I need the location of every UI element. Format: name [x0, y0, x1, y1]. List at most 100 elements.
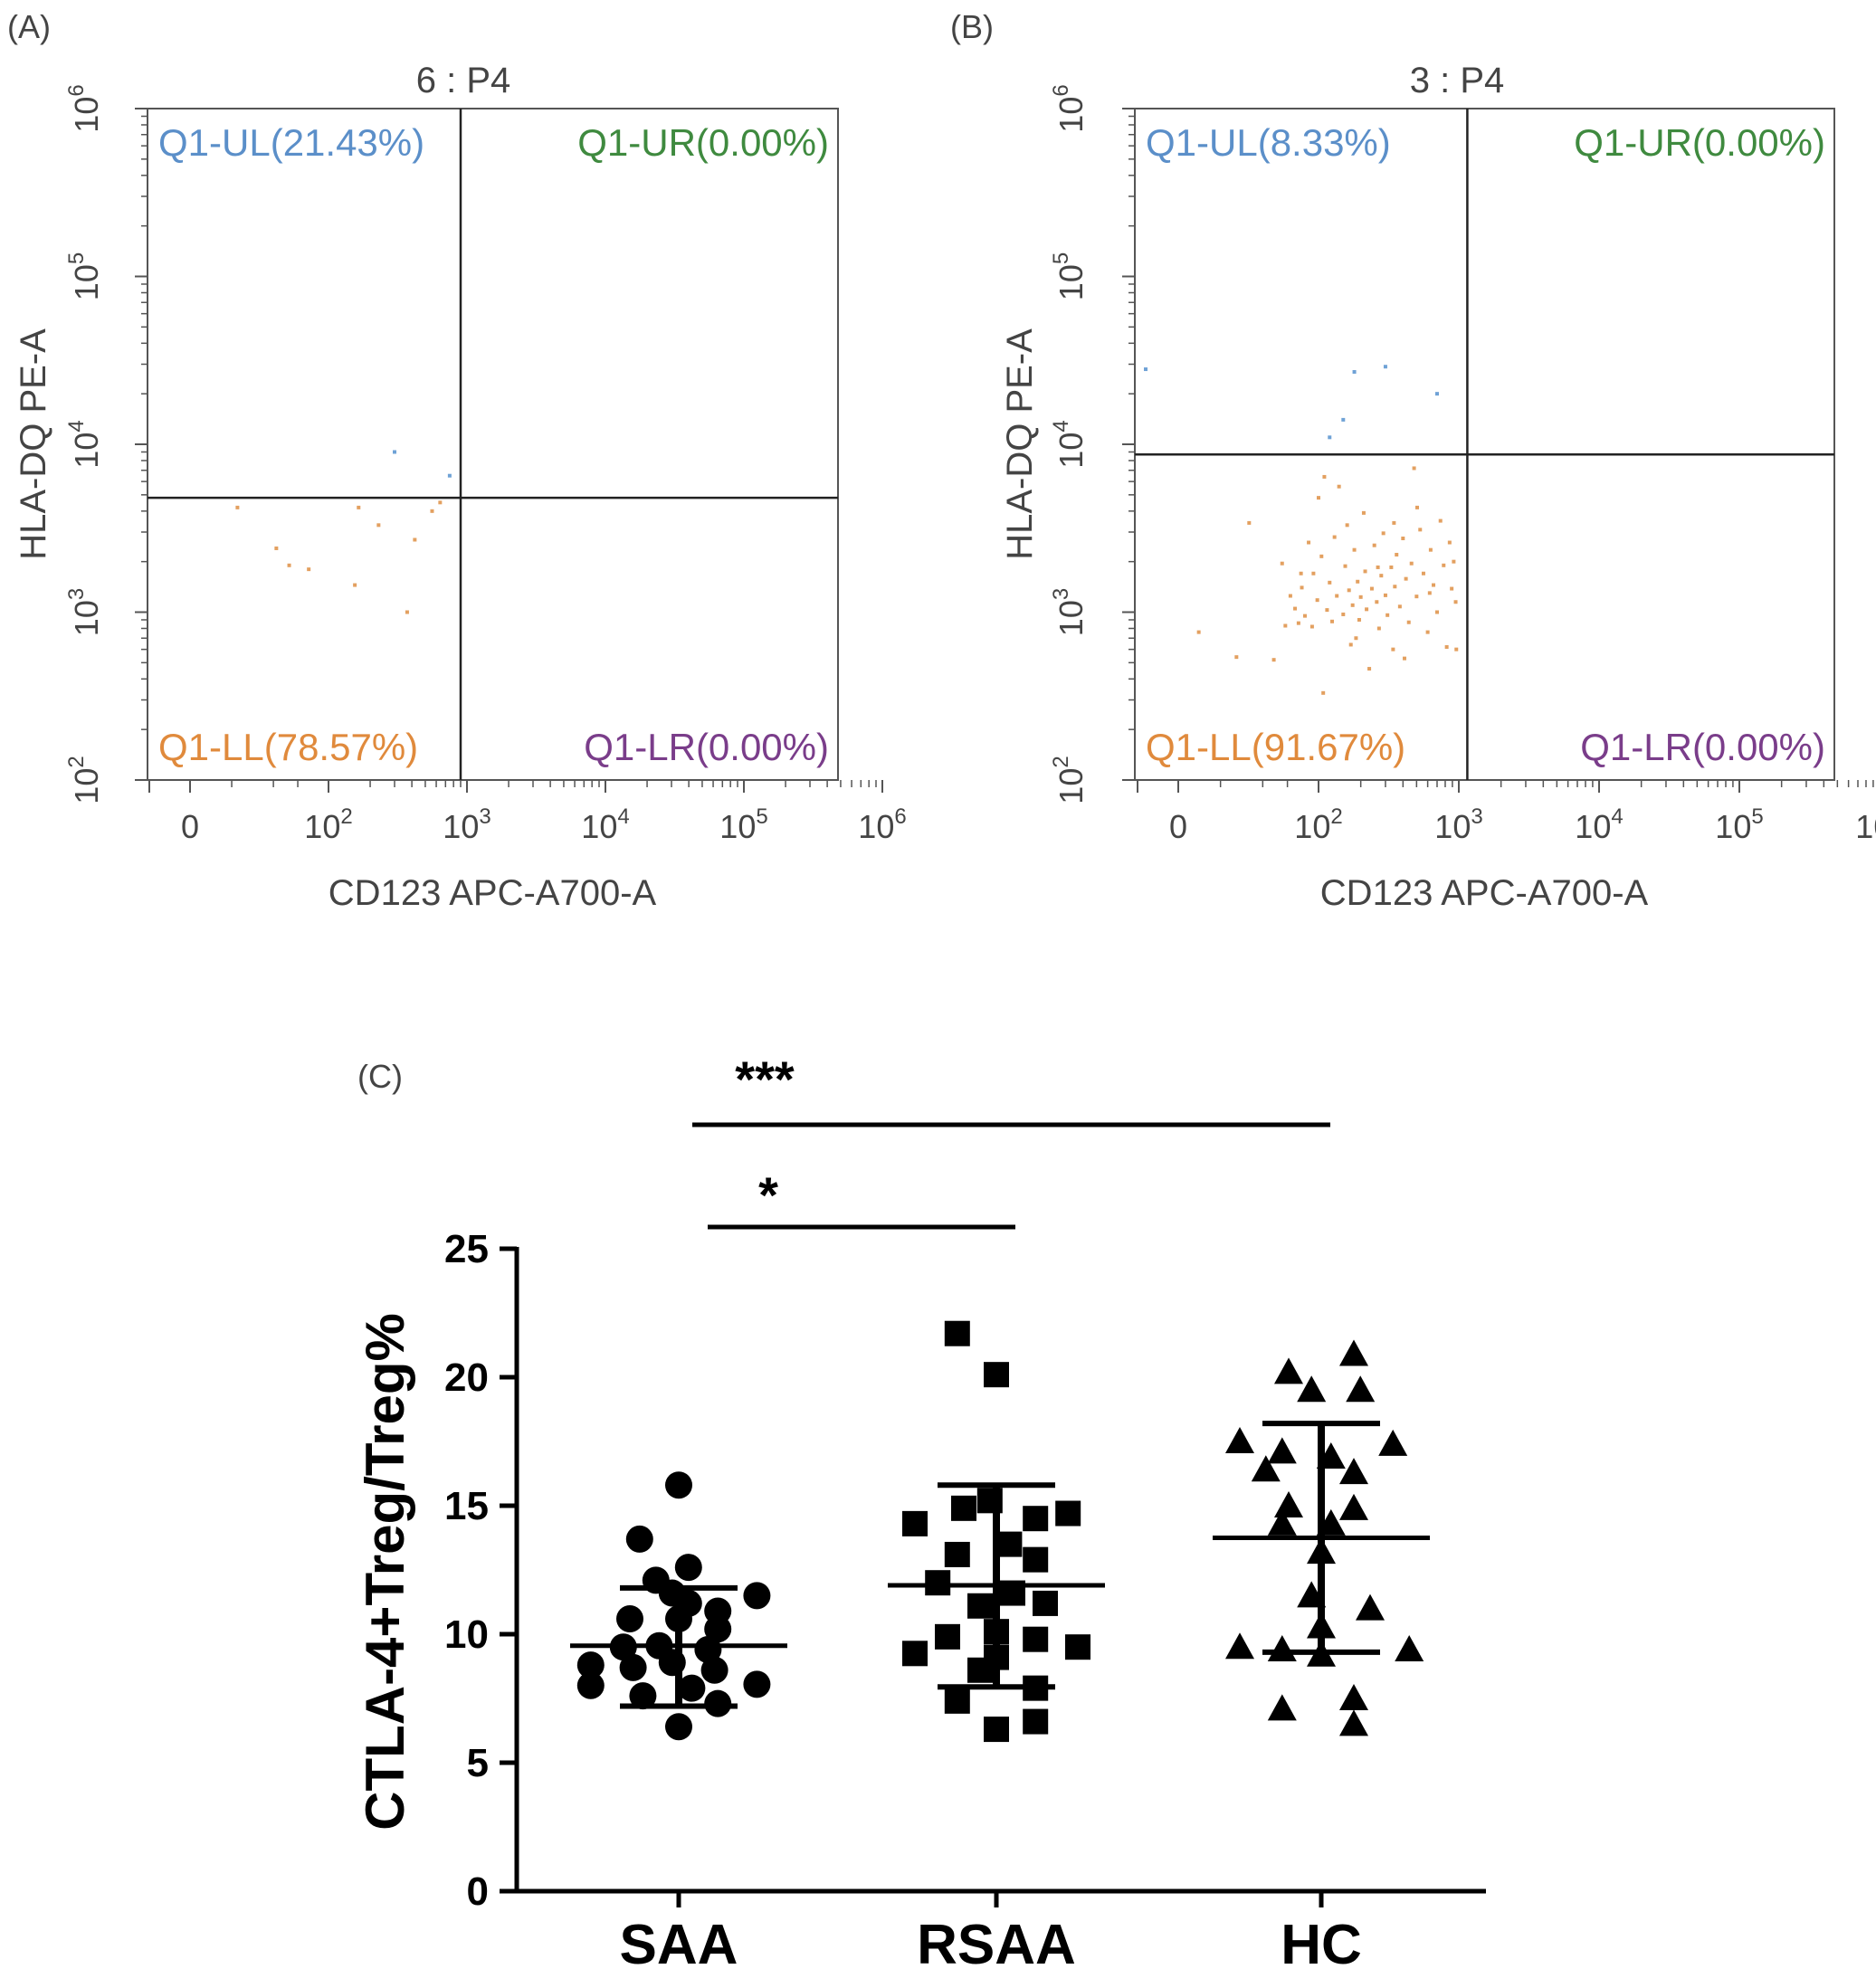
- panel-b-quadrant-gates[interactable]: [1135, 109, 1834, 780]
- x-category-label: SAA: [620, 1914, 738, 1969]
- data-point-triangle: [1267, 1694, 1297, 1721]
- event-dot: [1317, 496, 1320, 500]
- event-dot: [1412, 466, 1416, 471]
- y-tick-label: 106: [64, 84, 105, 132]
- data-point-square: [984, 1717, 1009, 1743]
- data-point-triangle: [1274, 1491, 1303, 1517]
- x-category-label: HC: [1281, 1914, 1362, 1969]
- panel-b-y-axis-title: HLA-DQ PE-A: [1000, 328, 1040, 560]
- event-dot: [1434, 392, 1439, 396]
- event-dot: [1357, 617, 1361, 622]
- x-tick-label: 102: [1294, 804, 1342, 845]
- event-dot: [1321, 690, 1326, 695]
- event-dot: [1389, 565, 1394, 569]
- event-dot: [1428, 547, 1433, 552]
- data-point-circle: [576, 1651, 605, 1679]
- data-point-circle: [674, 1554, 702, 1582]
- quadrant-label: Q1-LR(0.00%): [584, 726, 829, 768]
- panel-a-label: (A): [7, 8, 51, 45]
- event-dot: [1288, 594, 1292, 598]
- panel-b-y-axis: 102 103 104 105 106: [1049, 84, 1135, 804]
- panel-b-plot-frame: [1134, 108, 1835, 781]
- data-point-triangle: [1339, 1458, 1368, 1485]
- data-point-circle: [743, 1670, 771, 1698]
- panel-a-y-axis: 102 103 104 105 106: [64, 84, 148, 804]
- quadrant-label: Q1-LL(91.67%): [1146, 726, 1405, 768]
- y-tick-label: 104: [64, 420, 105, 468]
- panel-a-plot-frame: [147, 108, 839, 781]
- panel-a-x-axis-title: CD123 APC-A700-A: [329, 873, 657, 913]
- event-dot: [1418, 528, 1423, 532]
- event-dot: [1372, 543, 1376, 547]
- event-dot: [1352, 547, 1357, 552]
- data-point-square: [944, 1320, 970, 1346]
- event-dot: [1395, 552, 1399, 556]
- x-tick-label: 104: [1575, 804, 1623, 845]
- data-point-triangle: [1339, 1493, 1368, 1520]
- panel-a-title: 6 : P4: [416, 61, 511, 100]
- y-tick-label: 103: [64, 588, 105, 636]
- significance-label: *: [758, 1166, 778, 1223]
- event-dot: [1415, 505, 1420, 509]
- data-point-triangle: [1339, 1684, 1368, 1710]
- panel-a-flow-plot: (A) 6 : P4 102 103 104 105 106 0 102 103 104 105…: [7, 8, 907, 913]
- panel-c-y-axis-title: CTLA-4+Treg/Treg%: [355, 1313, 415, 1831]
- event-dot: [1345, 523, 1349, 528]
- panel-b-label: (B): [950, 8, 994, 45]
- y-tick-label: 102: [64, 756, 105, 804]
- panel-b-events: [1144, 365, 1459, 695]
- x-tick-label: 0: [181, 808, 199, 845]
- data-point-square: [1023, 1708, 1049, 1735]
- data-point-square: [925, 1570, 951, 1596]
- event-dot: [1361, 510, 1366, 515]
- event-dot: [1450, 586, 1454, 591]
- event-dot: [1293, 606, 1298, 611]
- panel-b-flow-plot: (B) 3 : P4 102 103 104 105 106 0 102 103 104 105…: [950, 8, 1876, 913]
- event-dot: [1454, 647, 1459, 652]
- x-tick-label: 0: [1169, 808, 1187, 845]
- data-point-triangle: [1378, 1429, 1408, 1456]
- x-tick-label: 102: [304, 804, 352, 845]
- data-point-triangle: [1267, 1508, 1297, 1536]
- panel-b-title: 3 : P4: [1410, 61, 1505, 100]
- event-dot: [1381, 531, 1386, 536]
- event-dot: [392, 450, 396, 454]
- event-dot: [1144, 367, 1148, 372]
- data-point-triangle: [1339, 1339, 1368, 1366]
- event-dot: [1365, 607, 1369, 612]
- data-point-circle: [616, 1604, 643, 1632]
- event-dot: [1379, 574, 1384, 578]
- event-dot: [287, 563, 291, 567]
- event-dot: [1337, 484, 1341, 489]
- panel-a-quadrant-gates[interactable]: [148, 109, 838, 780]
- event-dot: [1421, 571, 1425, 575]
- data-point-square: [951, 1495, 976, 1521]
- event-dot: [1341, 612, 1346, 616]
- data-point-square: [1023, 1506, 1049, 1532]
- event-dot: [1452, 559, 1456, 564]
- event-dot: [307, 567, 311, 572]
- data-point-triangle: [1225, 1632, 1254, 1660]
- panel-c-label: (C): [357, 1058, 403, 1095]
- data-point-triangle: [1346, 1375, 1376, 1403]
- event-dot: [1356, 579, 1360, 584]
- data-point-square: [1065, 1634, 1090, 1660]
- data-point-triangle: [1274, 1357, 1303, 1384]
- event-dot: [1444, 645, 1449, 650]
- data-point-triangle: [1267, 1635, 1297, 1662]
- event-dot: [1307, 540, 1311, 545]
- panel-b-quadrant-labels: Q1-UL(8.33%) Q1-UR(0.00%) Q1-LL(91.67%) Q1-…: [1146, 121, 1825, 768]
- event-dot: [1296, 621, 1300, 625]
- event-dot: [1363, 569, 1367, 574]
- data-point-triangle: [1251, 1455, 1281, 1482]
- panel-c-y-axis: 0 5 10 15 20 25: [444, 1227, 517, 1914]
- event-dot: [1247, 520, 1252, 525]
- event-dot: [1393, 585, 1397, 589]
- x-tick-label: 103: [443, 804, 490, 845]
- data-point-circle: [619, 1653, 647, 1681]
- event-dot: [1397, 604, 1402, 609]
- x-tick-label: 103: [1434, 804, 1482, 845]
- data-point-triangle: [1267, 1437, 1297, 1464]
- y-tick-label: 0: [467, 1869, 489, 1914]
- event-dot: [438, 500, 443, 505]
